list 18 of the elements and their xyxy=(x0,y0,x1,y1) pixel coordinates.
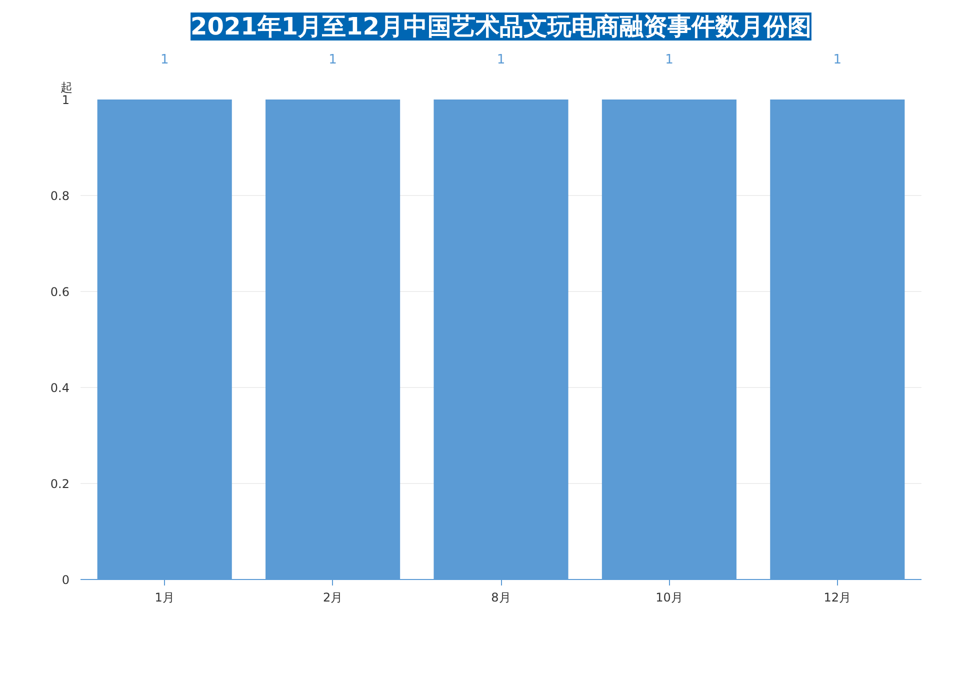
data-label: 1 xyxy=(328,52,337,68)
chart-title: 2021年1月至12月中国艺术品文玩电商融资事件数月份图 xyxy=(190,12,812,40)
x-tick-label: 2月 xyxy=(322,590,343,604)
data-label: 1 xyxy=(160,52,169,68)
y-tick-label: 1 xyxy=(62,93,70,107)
x-tick-label: 12月 xyxy=(824,590,852,604)
y-tick-label: 0.2 xyxy=(50,477,70,491)
data-label: 1 xyxy=(833,52,842,68)
x-tick-label: 8月 xyxy=(491,590,511,604)
y-axis-title: 起 xyxy=(60,80,72,94)
data-label: 1 xyxy=(496,52,506,68)
x-tick-label: 1月 xyxy=(154,590,174,604)
y-tick-label: 0.4 xyxy=(50,381,70,395)
y-tick-label: 0 xyxy=(62,573,70,587)
x-tick-label: 10月 xyxy=(656,590,683,604)
data-label: 1 xyxy=(665,52,674,68)
y-tick-label: 0.8 xyxy=(50,189,70,203)
y-tick-label: 0.6 xyxy=(50,285,70,299)
